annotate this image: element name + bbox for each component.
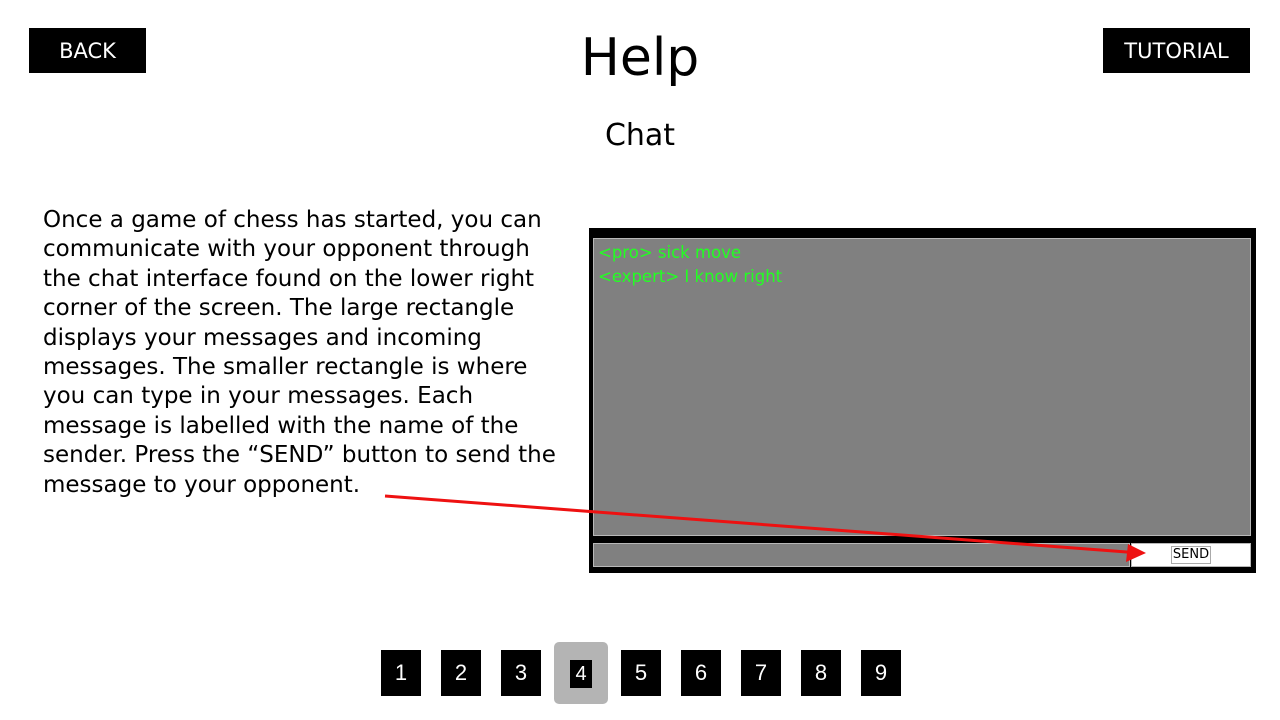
- page-button-7[interactable]: 7: [741, 650, 781, 696]
- help-description: Once a game of chess has started, you ca…: [43, 207, 556, 498]
- chat-panel-illustration: <pro> sick move <expert> I know right SE…: [589, 228, 1256, 573]
- send-button-label: SEND: [1170, 546, 1212, 564]
- page-button-5[interactable]: 5: [621, 650, 661, 696]
- chat-message: <expert> I know right: [598, 267, 783, 286]
- section-title: Chat: [604, 118, 676, 153]
- page-button-4[interactable]: 4: [570, 660, 592, 688]
- page-button-2[interactable]: 2: [441, 650, 481, 696]
- page-button-3[interactable]: 3: [501, 650, 541, 696]
- page-button-1[interactable]: 1: [381, 650, 421, 696]
- page-navigation: 1 2 3 4 5 6 7 8 9: [0, 642, 1280, 706]
- chat-message: <pro> sick move: [598, 243, 742, 262]
- chat-message-input[interactable]: [593, 543, 1130, 567]
- page-button-9[interactable]: 9: [861, 650, 901, 696]
- send-button[interactable]: SEND: [1131, 543, 1251, 567]
- page-button-8[interactable]: 8: [801, 650, 841, 696]
- back-button[interactable]: BACK: [29, 28, 146, 73]
- tutorial-button[interactable]: TUTORIAL: [1103, 28, 1250, 73]
- page-button-6[interactable]: 6: [681, 650, 721, 696]
- page-title: Help: [580, 28, 700, 88]
- chat-message-log: <pro> sick move <expert> I know right: [593, 238, 1251, 536]
